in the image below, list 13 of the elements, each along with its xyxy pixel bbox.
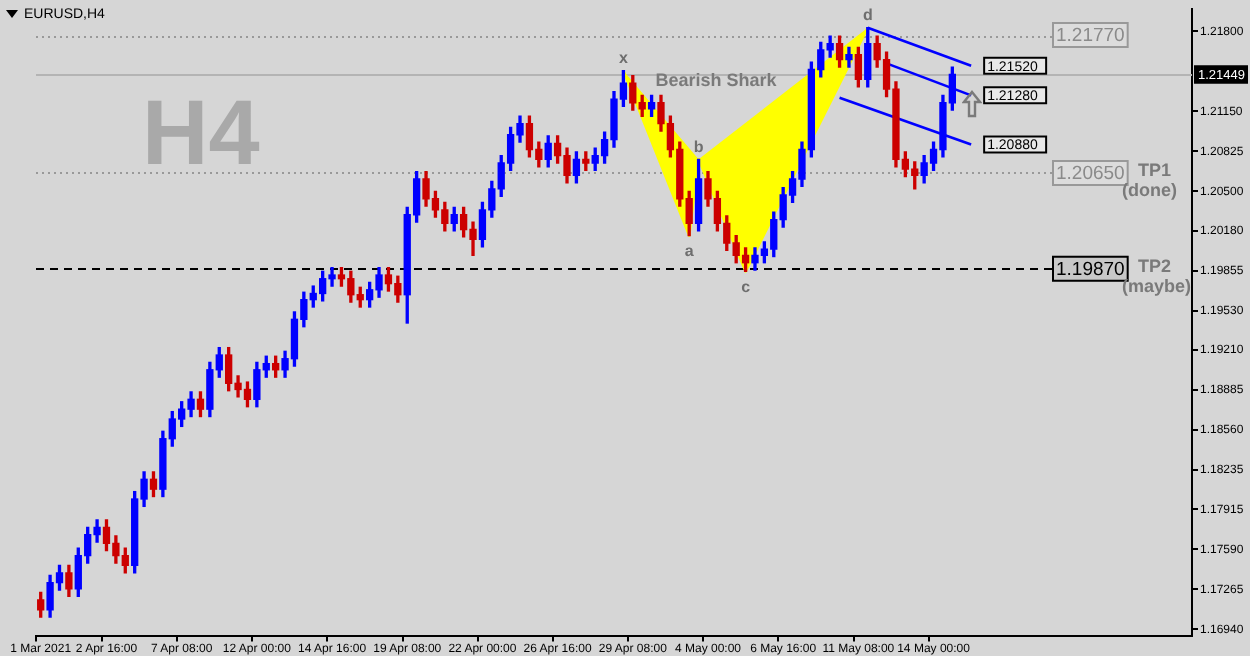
annotation: TP1 [1138, 159, 1172, 180]
annotation: (done) [1122, 179, 1177, 200]
annotation: a [684, 242, 695, 261]
annotation: c [741, 277, 752, 296]
annotation: TP2 [1138, 255, 1172, 276]
annotation: x [618, 49, 629, 68]
annotation: d [862, 6, 873, 25]
ref-line-label: 1.21770 [1056, 25, 1125, 48]
ref-line-label: 1.19870 [1056, 259, 1125, 282]
annotation: (maybe) [1122, 275, 1192, 296]
annotation: Bearish Shark [655, 69, 779, 90]
annotation: b [693, 137, 704, 156]
ref-line-label: 1.20650 [1056, 163, 1125, 186]
